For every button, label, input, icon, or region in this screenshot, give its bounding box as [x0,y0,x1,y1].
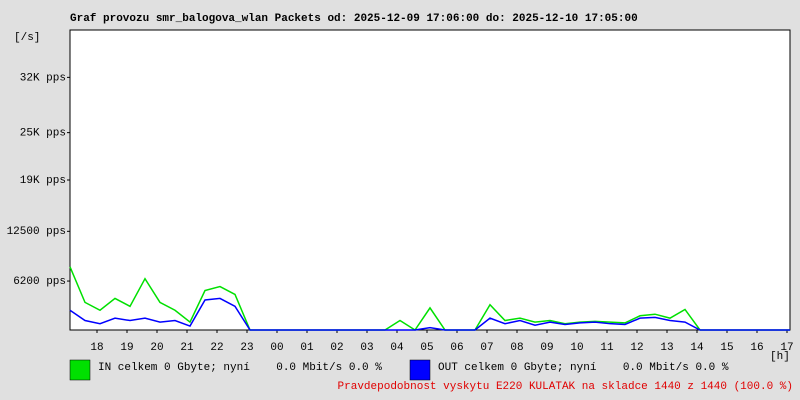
x-unit: [h] [770,351,790,363]
legend-swatch [69,359,91,381]
x-tick-label: 09 [540,342,553,354]
legend-label: IN celkem 0 Gbyte; nyní 0.0 Mbit/s 0.0 % [98,362,382,374]
x-tick-label: 15 [720,342,733,354]
chart-title: Graf provozu smr_balogova_wlan Packets o… [70,13,638,25]
y-tick-label: 32K pps [20,72,66,84]
x-tick-label: 12 [630,342,643,354]
series-line [69,297,790,331]
x-tick-label: 06 [450,342,463,354]
x-tick-label: 20 [150,342,163,354]
plot-area [69,29,791,331]
x-tick-label: 21 [180,342,194,354]
y-tick-label: 12500 pps [7,226,66,238]
y-unit: [/s] [14,32,40,44]
x-tick-label: 13 [660,342,673,354]
x-tick-label: 03 [360,342,373,354]
x-tick-label: 11 [600,342,614,354]
y-tick-label: 19K pps [20,175,66,187]
x-tick-label: 04 [390,342,404,354]
x-tick-label: 23 [240,342,253,354]
y-tick-label: 6200 pps [13,276,66,288]
x-tick-label: 02 [330,342,343,354]
x-tick-label: 18 [90,342,103,354]
x-tick-label: 19 [120,342,133,354]
x-tick-label: 07 [480,342,493,354]
x-tick-label: 16 [750,342,763,354]
x-tick-label: 08 [510,342,523,354]
x-tick-label: 05 [420,342,433,354]
footnote: Pravdepodobnost vyskytu E220 KULATAK na … [338,381,793,393]
x-tick-label: 17 [780,342,793,354]
y-tick-label: 25K pps [20,128,66,140]
x-tick-label: 00 [270,342,283,354]
series-line [69,266,790,332]
legend-swatch [409,359,431,381]
x-tick-label: 10 [570,342,583,354]
x-tick-label: 01 [300,342,314,354]
legend-label: OUT celkem 0 Gbyte; nyní 0.0 Mbit/s 0.0 … [438,362,729,374]
x-tick-label: 22 [210,342,223,354]
x-tick-label: 14 [690,342,704,354]
